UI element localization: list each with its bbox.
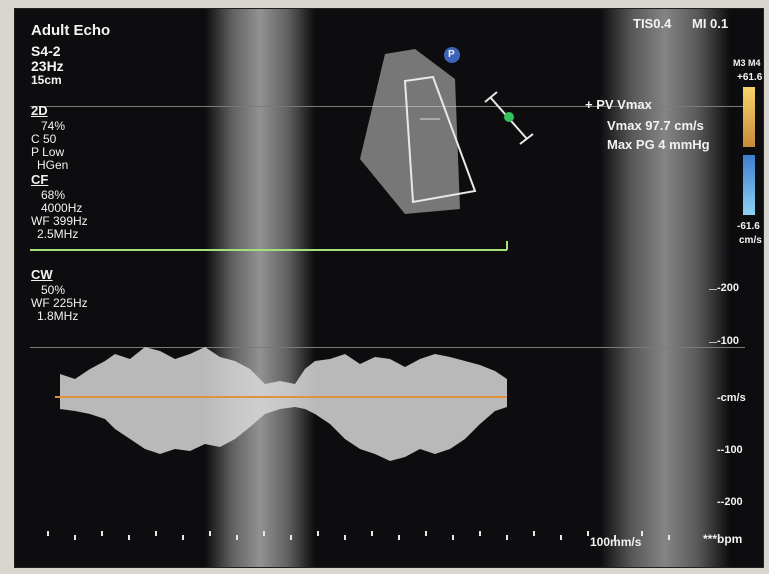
time-tick (209, 531, 211, 536)
time-tick (317, 531, 319, 536)
2d-compression: C 50 (31, 132, 57, 146)
time-tick (344, 535, 346, 540)
cw-wall-filter: WF 225Hz (31, 296, 88, 310)
scale-tick (709, 289, 717, 290)
time-tick (101, 531, 103, 536)
cw-sample-dot[interactable] (504, 112, 514, 122)
2d-power: P Low (31, 145, 65, 159)
scale-label-200: -200 (717, 282, 740, 294)
ultrasound-screen: P Adult Echo TIS0.4 MI 0.1 S4-2 23Hz 15c… (14, 8, 764, 568)
time-tick (668, 535, 670, 540)
cw-cursor-cap-bottom (519, 133, 534, 145)
time-tick (155, 531, 157, 536)
cf-frequency: 2.5MHz (37, 227, 79, 241)
probe-badge-label: P (448, 49, 455, 60)
cw-frequency: 1.8MHz (37, 309, 79, 323)
probe-badge-circle (444, 47, 460, 63)
app-mode-title: Adult Echo (31, 22, 111, 39)
mode-cf-label[interactable]: CF (31, 172, 49, 187)
measurement-title: + PV Vmax (585, 97, 652, 112)
time-tick (398, 535, 400, 540)
sweep-speed: 100mm/s (590, 535, 642, 549)
time-tick (128, 535, 130, 540)
mode-2d-label[interactable]: 2D (31, 103, 48, 118)
cf-wall-filter: WF 399Hz (31, 214, 88, 228)
measurement-max-pg: Max PG 4 mmHg (607, 137, 710, 152)
mi-readout: MI 0.1 (692, 16, 729, 31)
time-tick (74, 535, 76, 540)
echo-sector (360, 49, 460, 214)
time-tick (506, 535, 508, 540)
colorbar-top: +61.6 (737, 72, 763, 83)
cf-prf: 4000Hz (41, 201, 83, 215)
scale-label-neg200: --200 (717, 496, 743, 508)
doppler-spectrum (60, 347, 507, 461)
cw-cursor-cap-top (484, 91, 498, 103)
colorbar-map: M3 M4 (733, 58, 761, 68)
time-tick (263, 531, 265, 536)
scale-label-100: -100 (717, 335, 740, 347)
colorbar-negative (743, 155, 755, 215)
probe-name: S4-2 (31, 43, 61, 59)
frame-rate: 23Hz (31, 58, 64, 74)
cw-gain: 50% (41, 283, 66, 297)
color-box (403, 75, 477, 204)
time-tick (290, 535, 292, 540)
2d-gain: 74% (41, 119, 66, 133)
heart-rate: ***bpm (703, 532, 743, 546)
colorbar-unit: cm/s (739, 235, 762, 246)
time-tick (236, 535, 238, 540)
time-tick (182, 535, 184, 540)
echo-graphics (30, 47, 534, 461)
depth: 15cm (31, 73, 62, 87)
tis-readout: TIS0.4 (633, 16, 672, 31)
time-tick (425, 531, 427, 536)
measurement-vmax: Vmax 97.7 cm/s (607, 118, 704, 133)
scale-tick (709, 342, 717, 343)
2d-frequency: HGen (37, 158, 69, 172)
time-tick (479, 531, 481, 536)
cf-gain: 68% (41, 188, 66, 202)
time-tick (533, 531, 535, 536)
time-tick (47, 531, 49, 536)
spectral-top-line (30, 347, 745, 348)
colorbar-bottom: -61.6 (737, 221, 760, 232)
time-tick (587, 531, 589, 536)
time-tick (641, 531, 643, 536)
scale-label-unit: -cm/s (717, 392, 746, 404)
scale-label-neg100: --100 (717, 444, 743, 456)
colorbar-positive (743, 87, 755, 147)
time-tick (560, 535, 562, 540)
time-tick (452, 535, 454, 540)
mode-cw-label[interactable]: CW (31, 267, 53, 282)
time-tick (371, 531, 373, 536)
time-tick (614, 535, 616, 540)
